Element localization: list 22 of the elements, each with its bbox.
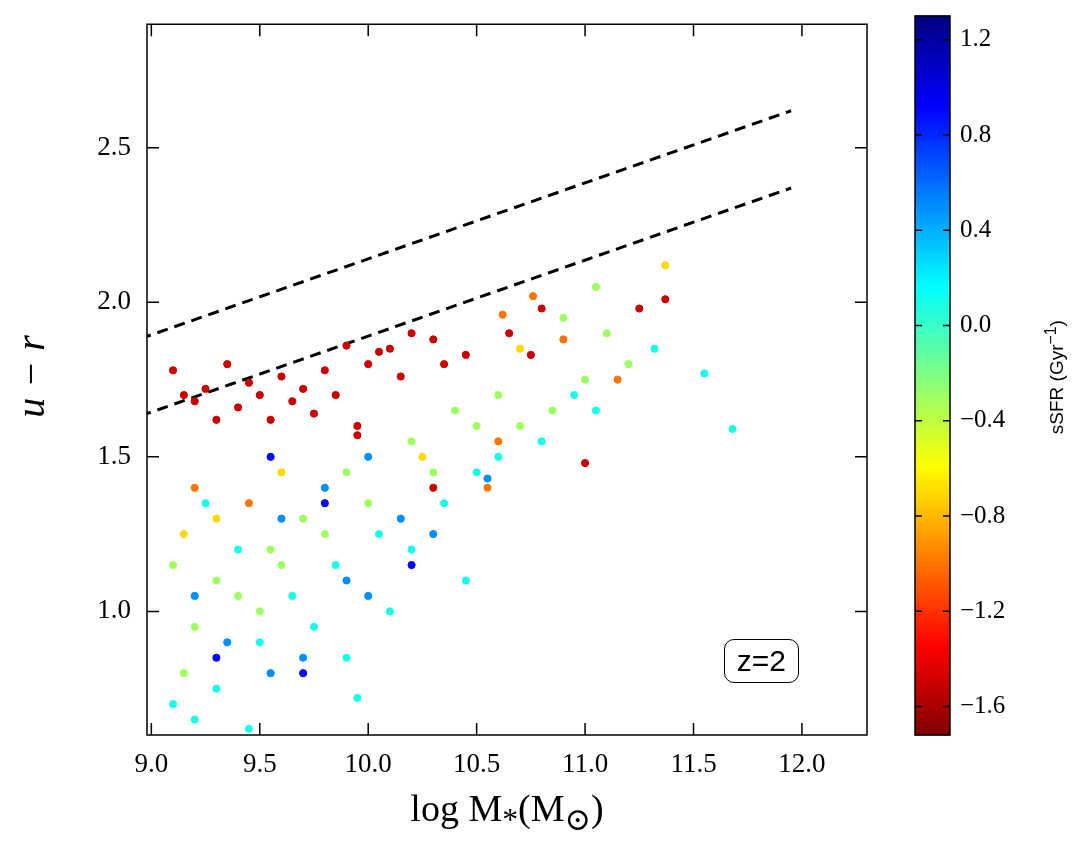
y-tick-label: 2.5 xyxy=(97,130,131,161)
x-axis-title: log M$_{*}$(M$_{⊙}$) xyxy=(409,786,605,838)
color-bar-label: −0.4 xyxy=(960,405,1006,433)
color-bar-label: 1.2 xyxy=(960,24,992,52)
x-tick-label: 12.0 xyxy=(778,748,826,779)
x-tick-label: 11.5 xyxy=(670,748,717,779)
y-tick-label: 1.0 xyxy=(97,594,131,625)
color-bar-label: −1.2 xyxy=(960,595,1006,623)
x-tick-label: 9.5 xyxy=(242,748,277,779)
y-tick-label: 1.5 xyxy=(97,439,131,470)
color-bar-label: 0.4 xyxy=(960,214,992,242)
annotation: z=2 xyxy=(723,639,799,683)
color-bar-label: 0.8 xyxy=(960,119,992,147)
color-bar-label: 0.0 xyxy=(960,310,992,338)
color-bar-label: −0.8 xyxy=(960,500,1006,528)
x-tick-label: 9.0 xyxy=(134,748,169,779)
y-tick-label: 2.0 xyxy=(97,285,131,316)
x-tick-label: 10.5 xyxy=(453,748,501,779)
x-tick-label: 10.0 xyxy=(344,748,392,779)
y-axis-title: u − r xyxy=(6,334,54,420)
color-bar-label: −1.6 xyxy=(960,690,1006,718)
x-tick-label: 11.0 xyxy=(561,748,609,779)
